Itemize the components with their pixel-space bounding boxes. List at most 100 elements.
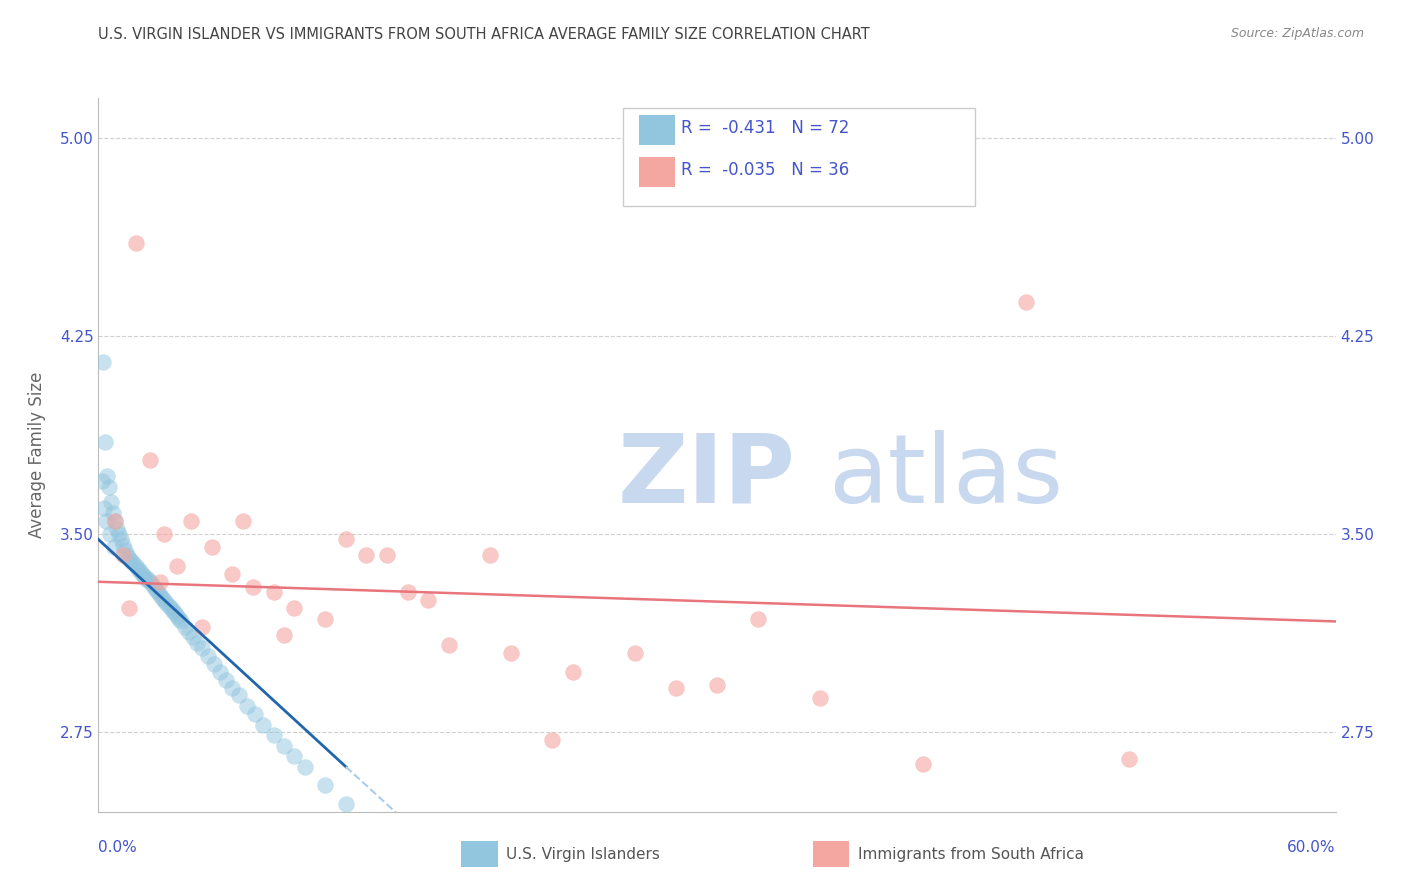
Point	[131, 566, 153, 581]
Point	[356, 813, 378, 827]
Point	[112, 538, 135, 552]
Point	[665, 681, 688, 695]
Point	[124, 558, 146, 573]
Point	[110, 533, 132, 547]
Point	[153, 593, 176, 607]
Point	[128, 564, 150, 578]
Point	[242, 580, 264, 594]
Point	[104, 514, 127, 528]
Text: R =  -0.431   N = 72: R = -0.431 N = 72	[681, 120, 849, 137]
Point	[93, 434, 115, 449]
Point	[623, 646, 645, 660]
Point	[263, 585, 285, 599]
Y-axis label: Average Family Size: Average Family Size	[28, 372, 46, 538]
Point	[283, 601, 305, 615]
Point	[127, 561, 149, 575]
Point	[396, 844, 419, 858]
Point	[98, 527, 121, 541]
Point	[150, 591, 173, 605]
Point	[201, 541, 224, 555]
Point	[263, 728, 285, 742]
Point	[166, 609, 188, 624]
Text: U.S. VIRGIN ISLANDER VS IMMIGRANTS FROM SOUTH AFRICA AVERAGE FAMILY SIZE CORRELA: U.S. VIRGIN ISLANDER VS IMMIGRANTS FROM …	[98, 27, 870, 42]
Point	[117, 549, 139, 563]
Point	[104, 514, 127, 528]
Text: U.S. Virgin Islanders: U.S. Virgin Islanders	[506, 847, 659, 862]
Point	[541, 733, 564, 747]
Point	[335, 797, 357, 811]
Point	[912, 757, 935, 772]
Point	[153, 527, 176, 541]
Point	[174, 620, 197, 634]
Point	[114, 543, 136, 558]
Point	[180, 514, 202, 528]
Point	[1015, 294, 1038, 309]
Point	[1118, 752, 1140, 766]
Text: 60.0%: 60.0%	[1288, 840, 1336, 855]
Point	[236, 698, 259, 713]
Point	[157, 599, 180, 613]
Point	[747, 612, 769, 626]
Point	[105, 522, 128, 536]
Point	[135, 572, 157, 586]
Point	[96, 469, 118, 483]
Point	[166, 558, 188, 573]
Point	[149, 574, 172, 589]
Point	[356, 549, 378, 563]
Point	[91, 355, 114, 369]
Point	[396, 585, 419, 599]
Point	[103, 541, 125, 555]
Point	[499, 646, 522, 660]
Point	[283, 749, 305, 764]
Point	[149, 588, 172, 602]
Point	[139, 453, 162, 467]
Point	[418, 593, 440, 607]
Point	[228, 689, 250, 703]
Point	[190, 640, 212, 655]
Point	[209, 665, 232, 679]
Point	[314, 778, 336, 792]
Text: ZIP: ZIP	[619, 430, 796, 523]
Point	[190, 620, 212, 634]
Point	[437, 638, 460, 652]
Point	[141, 577, 163, 591]
Point	[202, 657, 225, 671]
Point	[124, 236, 146, 251]
Point	[375, 549, 398, 563]
Point	[221, 566, 243, 581]
Point	[145, 582, 167, 597]
Point	[143, 580, 166, 594]
Point	[335, 533, 357, 547]
Point	[197, 648, 219, 663]
Text: Immigrants from South Africa: Immigrants from South Africa	[858, 847, 1084, 862]
Point	[148, 585, 170, 599]
Point	[181, 630, 204, 644]
Text: 0.0%: 0.0%	[98, 840, 138, 855]
Point	[561, 665, 583, 679]
Point	[186, 635, 208, 649]
Point	[252, 717, 274, 731]
Point	[163, 607, 186, 621]
Point	[808, 691, 831, 706]
Point	[101, 506, 124, 520]
Point	[232, 514, 254, 528]
Point	[120, 554, 142, 568]
Point	[112, 549, 135, 563]
Point	[139, 574, 162, 589]
Point	[179, 625, 201, 640]
Point	[159, 601, 181, 615]
Point	[167, 612, 190, 626]
Text: atlas: atlas	[828, 430, 1063, 523]
Point	[155, 596, 177, 610]
Point	[243, 706, 266, 721]
Point	[94, 514, 117, 528]
Point	[479, 549, 502, 563]
Point	[418, 860, 440, 874]
Point	[706, 678, 728, 692]
Text: Source: ZipAtlas.com: Source: ZipAtlas.com	[1230, 27, 1364, 40]
Point	[118, 601, 141, 615]
Point	[162, 604, 184, 618]
Point	[215, 673, 238, 687]
Point	[132, 569, 155, 583]
Point	[118, 551, 141, 566]
